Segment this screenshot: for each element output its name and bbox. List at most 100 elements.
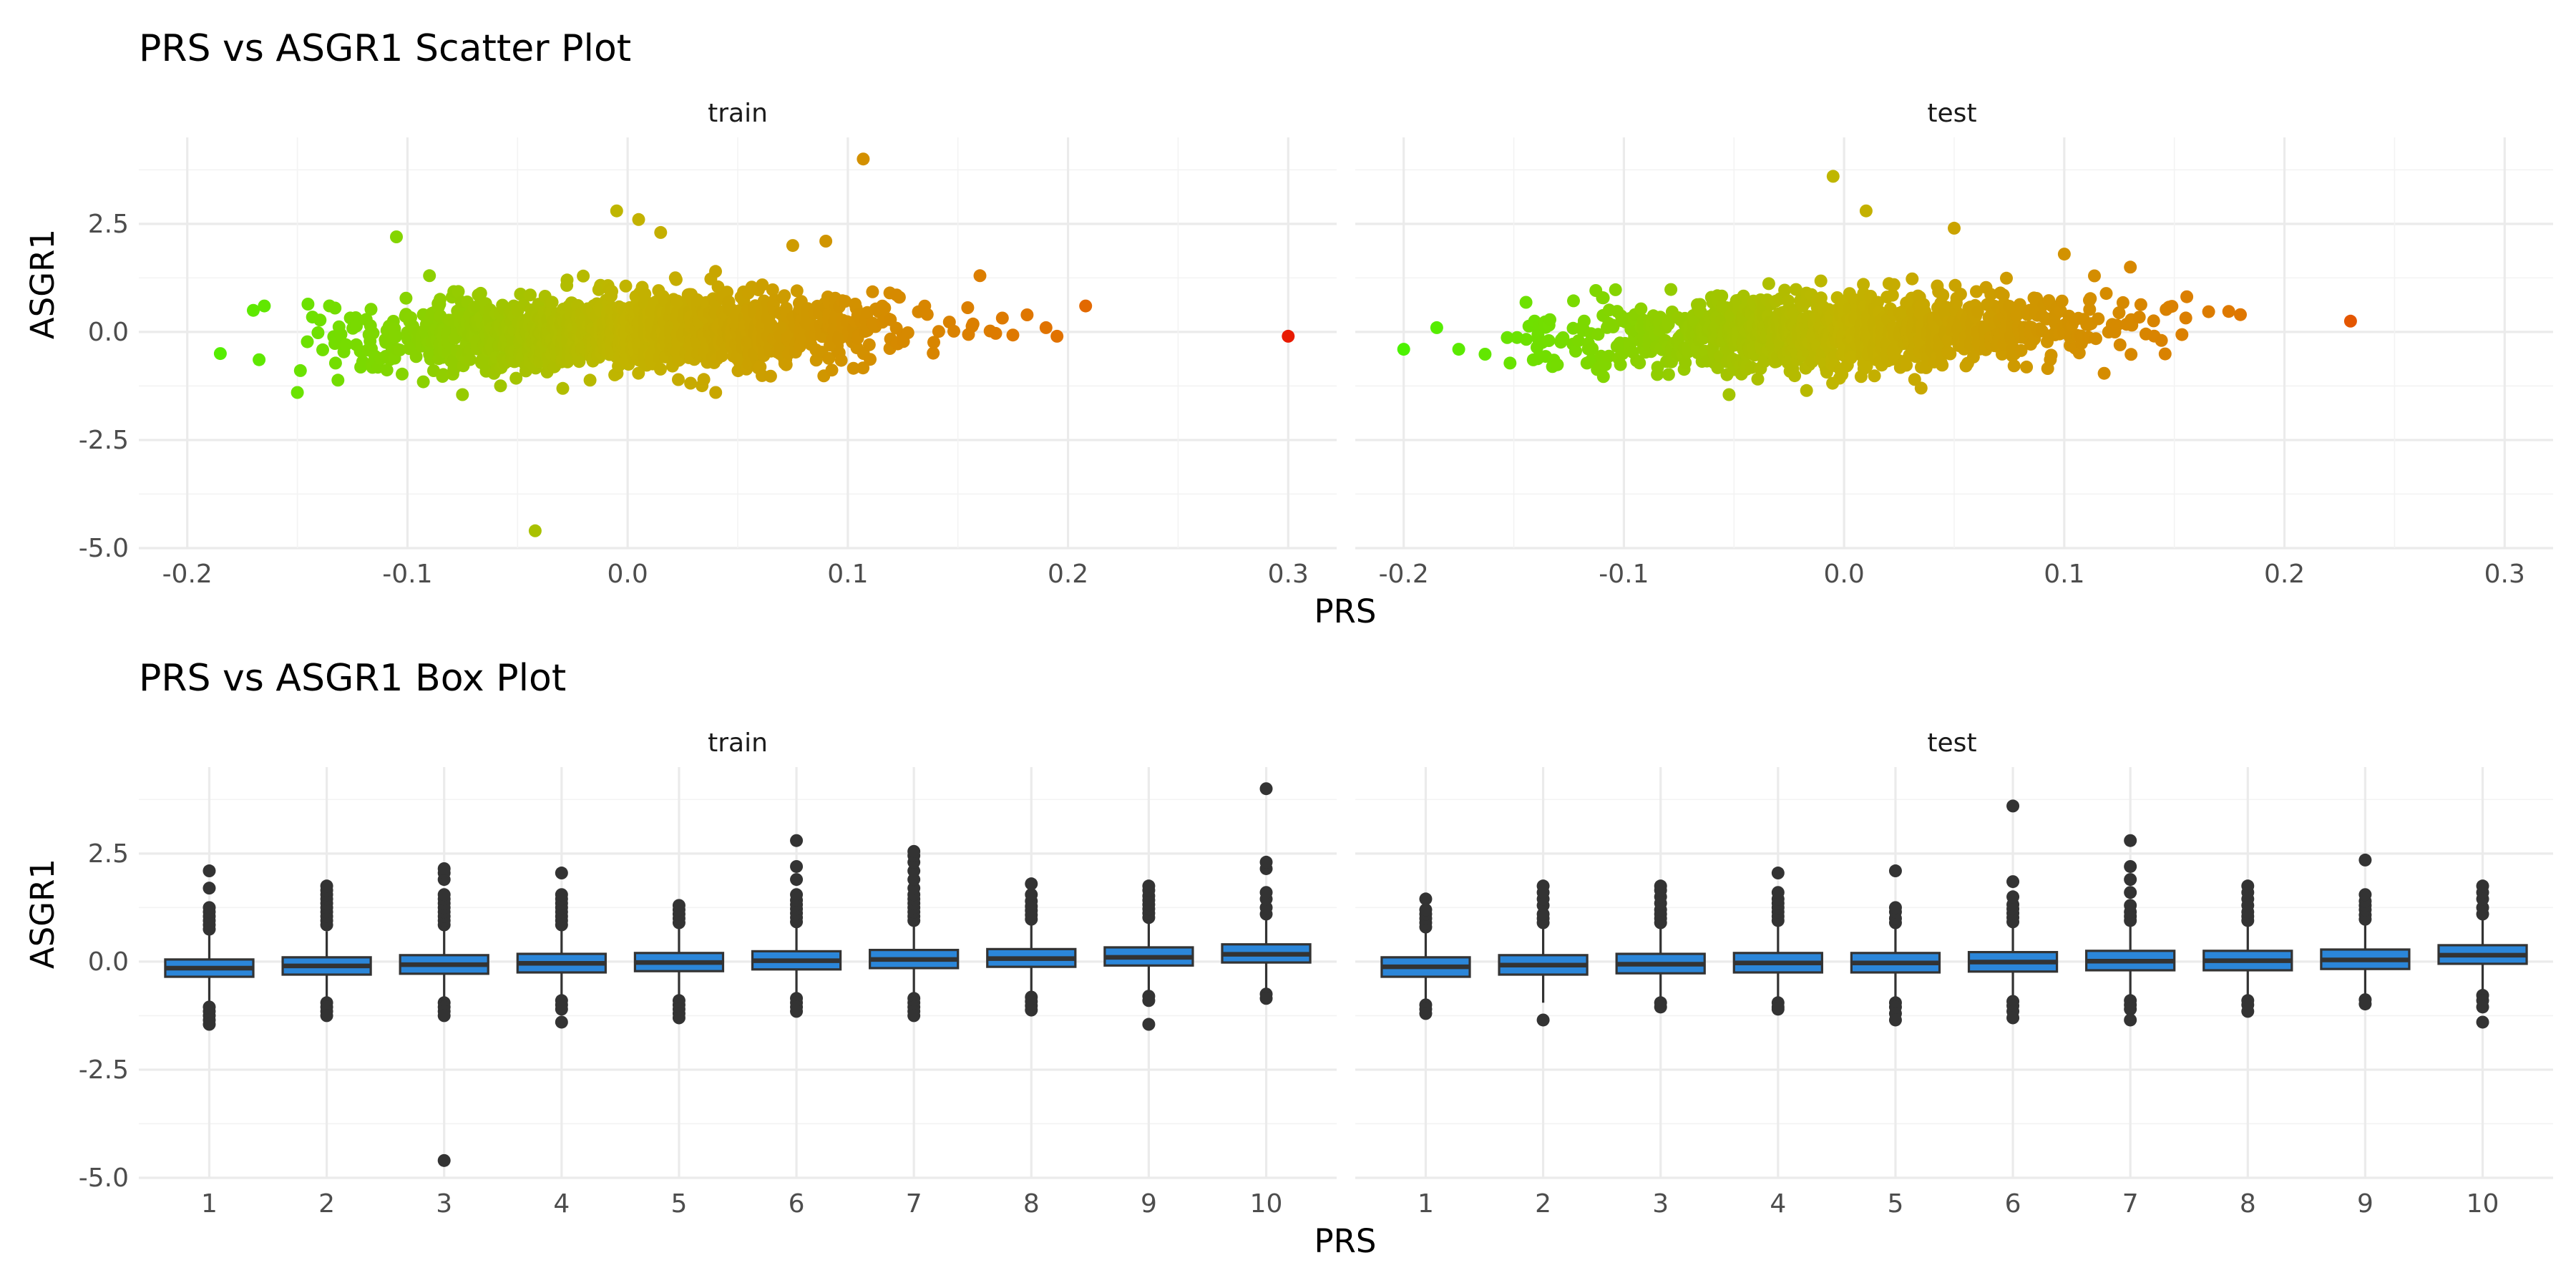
box-outlier — [1536, 1013, 1550, 1027]
box-test-x-tick-label: 6 — [2005, 1189, 2021, 1219]
scatter-point — [2097, 366, 2111, 380]
scatter-point — [1971, 305, 1984, 318]
scatter-point — [989, 326, 1002, 340]
box-outlier — [1259, 886, 1273, 899]
box-train-x-tick-label: 1 — [201, 1189, 218, 1219]
scatter-point — [1397, 343, 1410, 356]
scatter-point — [474, 286, 487, 300]
box-strip-test: test — [1927, 728, 1976, 758]
box-test-x-tick-label: 1 — [1418, 1189, 1434, 1219]
scatter-point — [247, 303, 260, 317]
scatter-point — [328, 301, 342, 315]
scatter-point — [927, 336, 940, 349]
scatter-y-axis-title: ASGR1 — [24, 229, 62, 339]
box-outlier — [555, 867, 568, 880]
scatter-test-x-tick-label: 0.3 — [2484, 560, 2525, 589]
scatter-point — [366, 326, 380, 340]
scatter-point — [1662, 318, 1675, 331]
box-test-group-10 — [2437, 879, 2528, 1029]
box-test-x-tick-label: 10 — [2467, 1189, 2499, 1219]
box-outlier — [320, 1009, 333, 1023]
box-outlier — [2124, 859, 2137, 873]
box-outlier — [1259, 782, 1273, 796]
scatter-point — [2057, 248, 2071, 261]
scatter-point — [778, 289, 791, 303]
scatter-point — [763, 369, 777, 383]
box-panel-test: 1 2 3 4 5 6 7 8 9 10 — [1355, 767, 2553, 1219]
scatter-point — [927, 346, 940, 360]
scatter-point — [847, 361, 860, 375]
box-outlier — [203, 882, 216, 895]
scatter-point — [1887, 278, 1901, 291]
box-y-axis-title: ASGR1 — [24, 859, 62, 969]
box-train-x-tick-label: 9 — [1141, 1189, 1157, 1219]
scatter-point — [947, 324, 960, 338]
scatter-point — [1948, 221, 1961, 235]
box-train-x-tick-label: 8 — [1023, 1189, 1040, 1219]
scatter-point — [862, 338, 876, 351]
scatter-point — [1936, 288, 1950, 302]
scatter-point — [1970, 285, 1983, 298]
scatter-point — [1452, 343, 1465, 356]
box-train-group-6 — [751, 834, 842, 1018]
scatter-point — [1826, 170, 1840, 183]
scatter-panel-test: -0.2 -0.1 0.0 0.1 0.2 0.3 — [1355, 137, 2553, 589]
scatter-point — [1614, 358, 1627, 371]
box-outlier — [437, 862, 451, 875]
scatter-point — [1762, 277, 1775, 291]
scatter-point — [2124, 348, 2138, 361]
scatter-point — [416, 375, 430, 389]
box-outlier — [907, 844, 921, 858]
box-x-axis-title: PRS — [1314, 1222, 1377, 1260]
box-train-group-8 — [986, 877, 1077, 1017]
scatter-point — [2175, 328, 2189, 341]
scatter-point — [669, 273, 683, 286]
scatter-point — [2007, 359, 2021, 373]
box-outlier — [790, 888, 804, 902]
scatter-point — [301, 298, 315, 311]
box-outlier — [1771, 1002, 1785, 1016]
scatter-point — [1664, 283, 1678, 296]
scatter-point — [1556, 331, 1570, 344]
scatter-point — [654, 362, 667, 376]
scatter-point — [1586, 342, 1599, 356]
scatter-point — [866, 285, 879, 298]
box-outlier — [1654, 1000, 1667, 1014]
scatter-point — [857, 152, 870, 166]
scatter-point — [213, 347, 227, 361]
box-test-x-tick-label: 2 — [1535, 1189, 1551, 1219]
scatter-point — [1715, 289, 1729, 303]
box-outlier — [2006, 1011, 2020, 1025]
box-outlier — [320, 879, 333, 893]
scatter-point — [709, 386, 723, 399]
box-outlier — [2006, 799, 2020, 813]
scatter-point — [825, 364, 839, 377]
box-test-x-tick-label: 5 — [1887, 1189, 1903, 1219]
box-outlier — [790, 873, 804, 887]
scatter-point — [901, 326, 914, 339]
scatter-point — [409, 350, 423, 364]
scatter-point — [1857, 278, 1870, 291]
box-y-tick-label: -5.0 — [79, 1163, 129, 1193]
box-outlier — [437, 1153, 451, 1167]
scatter-point — [253, 353, 266, 366]
scatter-point — [2179, 311, 2192, 325]
box-outlier — [2124, 1002, 2137, 1016]
scatter-point — [721, 286, 733, 299]
scatter-point — [390, 230, 403, 243]
scatter-y-tick-label: 2.5 — [88, 210, 129, 239]
scatter-point — [2000, 271, 2013, 285]
scatter-point — [1936, 358, 1949, 372]
scatter-point — [2072, 346, 2086, 360]
scatter-point — [756, 278, 769, 292]
scatter-point — [1859, 204, 1873, 218]
scatter-train-x-tick-label: 0.0 — [608, 560, 648, 589]
box-outlier — [1419, 892, 1433, 906]
scatter-point — [1814, 274, 1828, 288]
scatter-point — [339, 338, 353, 351]
scatter-point — [920, 308, 934, 321]
scatter-point — [311, 326, 325, 339]
box-outlier — [2124, 886, 2137, 899]
box-outlier — [1419, 903, 1433, 917]
box-test-x-tick-label: 7 — [2122, 1189, 2139, 1219]
